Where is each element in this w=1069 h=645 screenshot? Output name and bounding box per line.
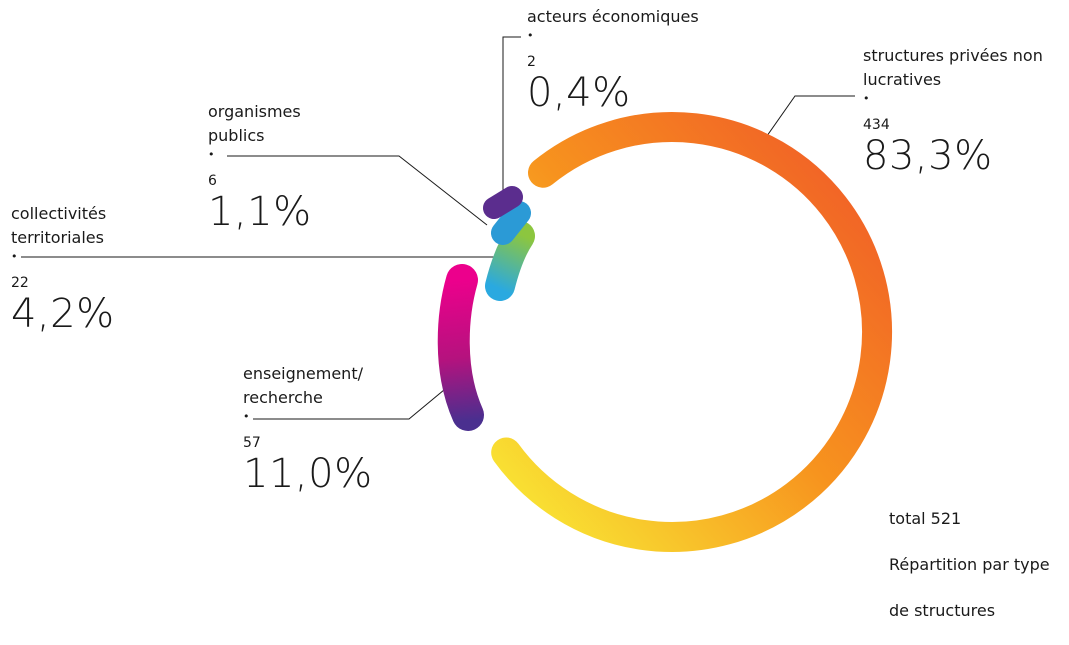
leader-line-organismes (227, 155, 488, 226)
donut-ring (437, 112, 893, 552)
label-prive-count: 434 (863, 117, 890, 133)
leader-line-enseignement (253, 379, 457, 420)
leader-line-prive (761, 95, 855, 144)
slice-organismes-publics (491, 201, 531, 245)
label-collectivites-pct: 4,2% (11, 291, 115, 337)
label-collectivites: collectivités territoriales • 22 4,2% (11, 202, 115, 336)
leader-line-acteurs (502, 36, 521, 208)
slice-enseignement-recherche (437, 264, 484, 431)
label-bullet: • (11, 250, 18, 263)
label-organismes-name: organismes publics (208, 102, 301, 145)
slice-structures-privees (491, 112, 893, 552)
label-bullet: • (527, 29, 534, 42)
slice-collectivites-territoriales (485, 221, 535, 301)
label-bullet: • (208, 148, 215, 161)
label-acteurs-count: 2 (527, 54, 536, 70)
label-prive: structures privées non lucratives • 434 … (863, 44, 1043, 178)
label-bullet: • (863, 92, 870, 105)
caption-line-1: Répartition par type (889, 555, 1050, 574)
label-collectivites-count: 22 (11, 275, 29, 291)
label-enseignement-count: 57 (243, 435, 261, 451)
total-line: total 521 (889, 509, 962, 528)
label-prive-name: structures privées non lucratives (863, 46, 1043, 89)
label-enseignement-pct: 11,0% (243, 451, 373, 497)
label-acteurs-pct: 0,4% (527, 70, 631, 116)
label-acteurs: acteurs économiques • 2 0,4% (527, 5, 699, 115)
label-organismes-count: 6 (208, 173, 217, 189)
donut-chart (21, 36, 893, 552)
caption-line-2: de structures (889, 601, 996, 620)
label-collectivites-name: collectivités territoriales (11, 204, 107, 247)
label-acteurs-name: acteurs économiques (527, 7, 699, 26)
label-prive-pct: 83,3% (863, 133, 993, 179)
label-enseignement-name: enseignement/ recherche (243, 364, 363, 407)
total-caption: total 521 Répartition par type de struct… (889, 484, 1050, 645)
slice-acteurs-economiques (483, 186, 523, 219)
label-enseignement: enseignement/ recherche • 57 11,0% (243, 362, 373, 496)
label-bullet: • (243, 410, 250, 423)
label-organismes-pct: 1,1% (208, 189, 312, 235)
label-organismes: organismes publics • 6 1,1% (208, 100, 312, 234)
